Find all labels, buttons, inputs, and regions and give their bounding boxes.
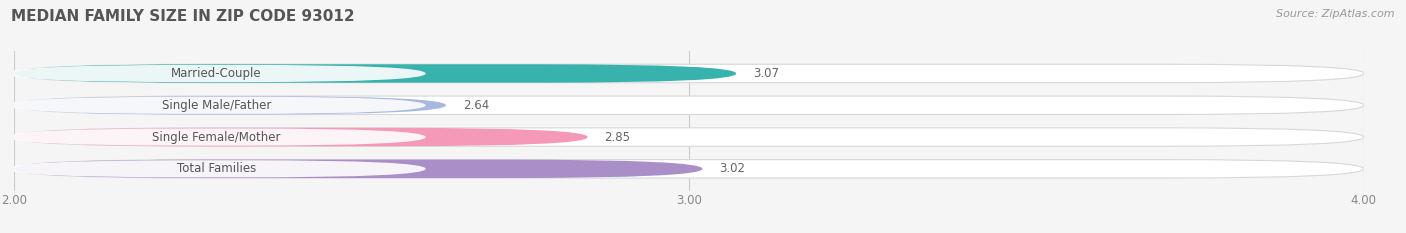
FancyBboxPatch shape [14,64,737,83]
FancyBboxPatch shape [14,128,588,146]
FancyBboxPatch shape [7,128,426,146]
Text: Source: ZipAtlas.com: Source: ZipAtlas.com [1277,9,1395,19]
Text: Total Families: Total Families [177,162,256,175]
Text: 3.07: 3.07 [754,67,779,80]
Text: 2.85: 2.85 [605,130,630,144]
FancyBboxPatch shape [14,64,1364,83]
FancyBboxPatch shape [7,160,426,177]
Text: MEDIAN FAMILY SIZE IN ZIP CODE 93012: MEDIAN FAMILY SIZE IN ZIP CODE 93012 [11,9,354,24]
FancyBboxPatch shape [14,160,703,178]
Text: 2.64: 2.64 [463,99,489,112]
FancyBboxPatch shape [7,65,426,82]
FancyBboxPatch shape [14,160,1364,178]
Text: Married-Couple: Married-Couple [172,67,262,80]
FancyBboxPatch shape [14,96,1364,114]
Text: Single Male/Father: Single Male/Father [162,99,271,112]
FancyBboxPatch shape [7,97,426,114]
Text: 3.02: 3.02 [720,162,745,175]
Text: Single Female/Mother: Single Female/Mother [152,130,281,144]
FancyBboxPatch shape [14,128,1364,146]
FancyBboxPatch shape [14,96,446,114]
